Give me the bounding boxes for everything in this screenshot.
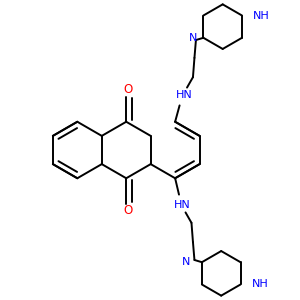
Text: N: N [189,33,197,43]
Text: NH: NH [253,11,270,20]
Text: O: O [123,83,132,97]
Text: NH: NH [252,280,268,290]
Text: N: N [182,257,190,267]
Text: O: O [123,203,132,217]
Text: HN: HN [176,90,192,100]
Text: HN: HN [174,200,191,210]
